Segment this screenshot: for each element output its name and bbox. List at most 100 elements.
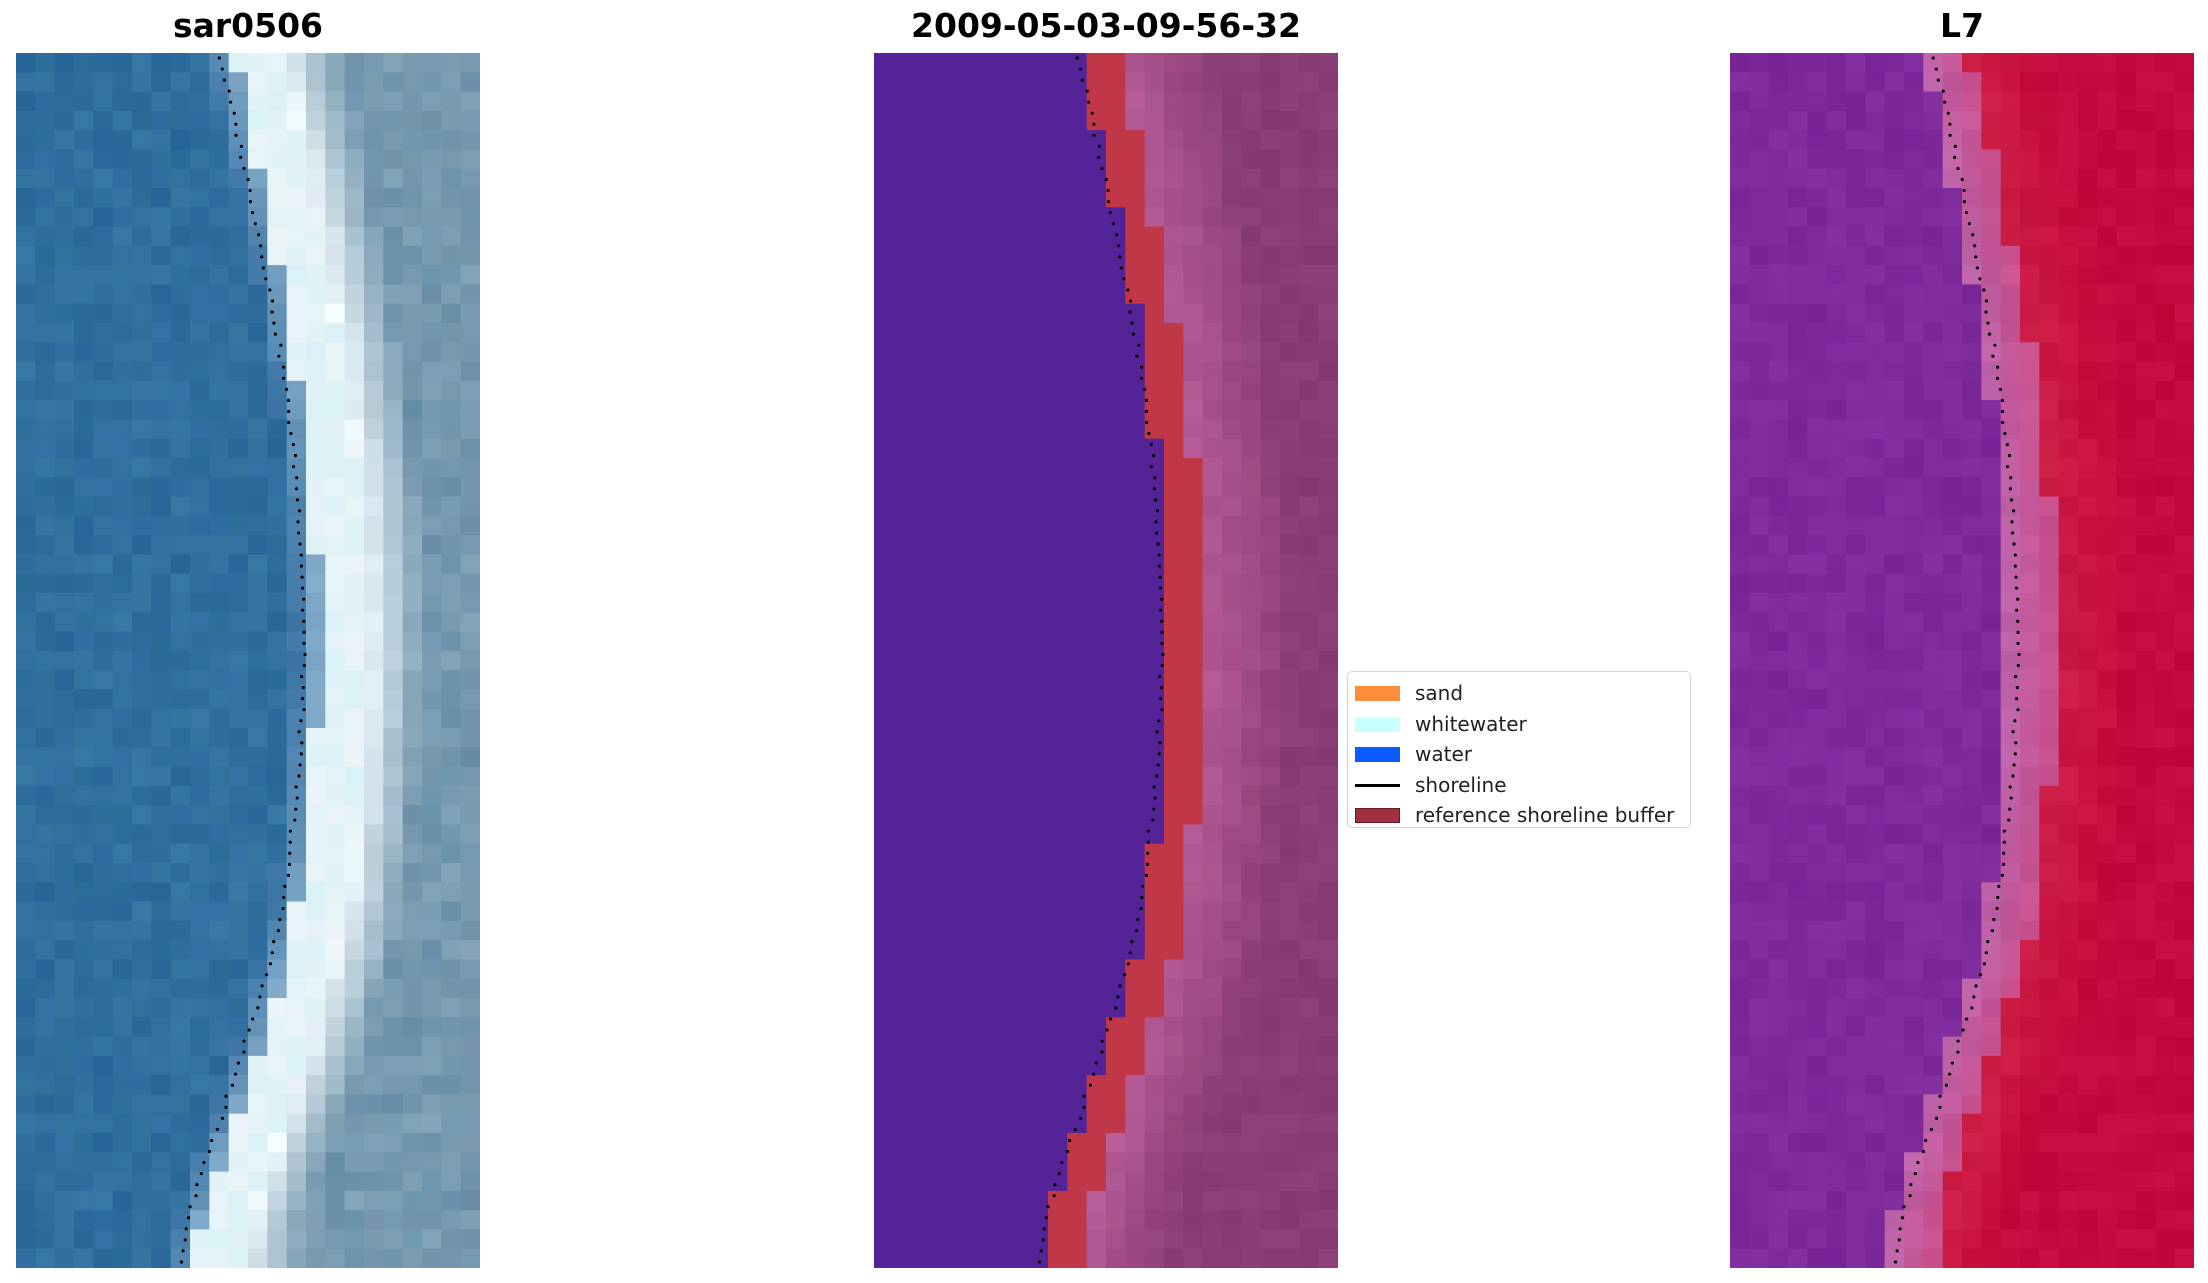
shoreline-dot	[1995, 376, 2000, 380]
shoreline-dot	[296, 520, 300, 524]
shoreline-dot	[293, 454, 298, 458]
shoreline-dot	[1144, 873, 1148, 877]
shoreline-dot	[227, 89, 231, 93]
shoreline-dot	[1931, 56, 1935, 60]
shoreline-dot	[1151, 454, 1156, 458]
shoreline-dot	[1037, 1260, 1042, 1264]
shoreline-dot	[222, 78, 226, 82]
shoreline-dot	[1953, 155, 1957, 160]
shoreline-dot	[264, 973, 269, 977]
shoreline-dot	[1109, 1017, 1113, 1021]
shoreline-dot	[215, 1127, 219, 1132]
shoreline-dot	[294, 487, 299, 491]
shoreline-dot	[1161, 652, 1165, 657]
shoreline-dot	[2005, 442, 2009, 447]
shoreline-dot	[1104, 177, 1108, 182]
shoreline-dot	[276, 928, 280, 933]
shoreline-dot	[2013, 752, 2017, 756]
shoreline-dot	[1090, 111, 1094, 115]
shoreline-dot	[1157, 564, 1161, 568]
shoreline-dot	[1154, 520, 1158, 524]
shoreline-dot	[301, 608, 305, 612]
shoreline-dot	[1160, 708, 1164, 712]
legend-label: whitewater	[1415, 711, 1527, 736]
shoreline-dot	[1042, 1227, 1046, 1231]
shoreline-dot	[2009, 498, 2014, 502]
shoreline-dot	[1900, 1216, 1905, 1220]
shoreline-dot	[1962, 188, 1966, 193]
shoreline-dot	[1982, 288, 1986, 292]
shoreline-dot	[2001, 862, 2006, 866]
shoreline-dot	[281, 906, 285, 911]
shoreline-dot	[279, 343, 283, 347]
shoreline-dot	[2014, 586, 2019, 590]
shoreline-dot	[293, 818, 297, 822]
shoreline-dot	[286, 409, 291, 414]
shoreline-dot	[2016, 619, 2020, 623]
shoreline-dot	[288, 829, 293, 833]
shoreline-dot	[1108, 211, 1113, 215]
shoreline-dot	[2003, 431, 2007, 436]
shoreline-dot	[1080, 78, 1084, 82]
shoreline-dot	[195, 1183, 199, 1187]
shoreline-dot	[1147, 431, 1151, 436]
shoreline-dot	[181, 1249, 185, 1253]
shoreline-dot	[297, 774, 301, 778]
legend-item-reference-buffer: reference shoreline buffer	[1348, 799, 1690, 830]
shoreline-dot	[2002, 829, 2007, 833]
shoreline-dot	[224, 1094, 228, 1098]
shoreline-dot	[184, 1227, 188, 1231]
shoreline-dot	[257, 233, 261, 237]
shoreline-dot	[242, 1050, 246, 1054]
shoreline-dot	[1068, 1138, 1072, 1143]
shoreline-dot	[2015, 608, 2019, 612]
shoreline-dot	[1975, 266, 1979, 270]
shoreline-dot	[1130, 321, 1134, 325]
shoreline-dot	[1158, 586, 1163, 590]
panel-title-classified: 2009-05-03-09-56-32	[911, 6, 1301, 45]
legend-item-water: water	[1348, 738, 1690, 769]
shoreline-dot	[1085, 89, 1089, 93]
shoreline-dot	[1998, 387, 2003, 391]
shoreline-dot	[294, 785, 298, 789]
legend-item-shoreline: shoreline	[1348, 769, 1690, 800]
shoreline-dot	[1956, 166, 1960, 171]
shoreline-dot	[1943, 100, 1947, 104]
shoreline-dot	[1097, 144, 1101, 148]
shoreline-dot	[1155, 509, 1160, 513]
shoreline-dot	[1967, 222, 1971, 226]
shoreline-dot	[179, 1260, 184, 1264]
shoreline-dot	[1902, 1205, 1906, 1209]
shoreline-dot	[1938, 1105, 1942, 1109]
shoreline-dot	[286, 420, 291, 425]
shoreline-dot	[1898, 1227, 1902, 1231]
legend: sand whitewater water shoreline referenc…	[1347, 671, 1691, 828]
shoreline-dot	[1106, 188, 1110, 193]
shoreline-dot	[1088, 1083, 1093, 1087]
shoreline-dot	[1087, 100, 1091, 104]
shoreline-dot	[239, 144, 243, 148]
shoreline-dot	[202, 1160, 206, 1165]
shoreline-dot	[282, 895, 286, 900]
shoreline-dot	[1987, 332, 1992, 336]
shoreline-dot	[232, 111, 236, 115]
shoreline-dot	[1100, 1039, 1104, 1043]
shoreline-dot	[1141, 884, 1145, 889]
shoreline-dot	[1082, 1094, 1086, 1098]
shoreline-dot	[270, 299, 275, 303]
legend-label: sand	[1415, 681, 1464, 705]
shoreline-dot	[1094, 1061, 1098, 1065]
shoreline-dot	[1157, 553, 1161, 557]
shoreline-dot	[303, 652, 307, 657]
shoreline-dot	[1146, 829, 1151, 833]
shoreline-dot	[1078, 1116, 1083, 1120]
shoreline-dot	[1057, 1171, 1061, 1176]
shoreline-dot	[1993, 343, 1997, 347]
shoreline-dot	[1118, 255, 1122, 259]
shoreline-dot	[295, 476, 299, 480]
shoreline-dot	[288, 851, 292, 855]
shoreline-dot	[1953, 144, 1957, 148]
shoreline-dot	[302, 708, 306, 712]
shoreline-dot	[268, 288, 272, 292]
shoreline-dot	[234, 133, 238, 137]
